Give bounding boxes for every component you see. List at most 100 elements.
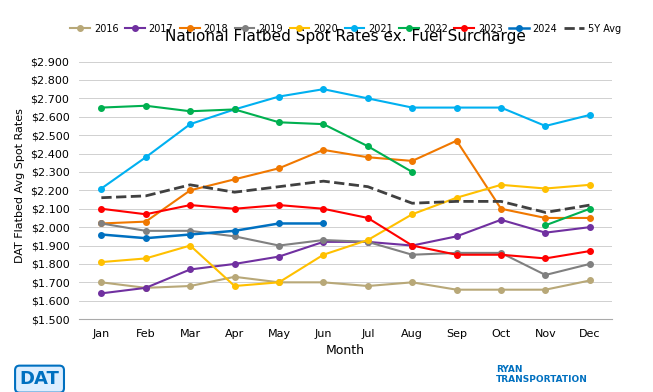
2021 <box>186 122 194 127</box>
2019 <box>364 240 372 244</box>
5Y Avg <box>142 194 150 198</box>
2017 <box>319 240 327 244</box>
2017 <box>231 261 238 266</box>
2018 <box>541 216 549 220</box>
2020 <box>408 212 416 217</box>
2016 <box>275 280 283 285</box>
2017 <box>364 240 372 244</box>
2016 <box>319 280 327 285</box>
2021 <box>142 155 150 160</box>
2021 <box>231 107 238 112</box>
Line: 2016: 2016 <box>99 274 593 292</box>
Text: RYAN
TRANSPORTATION: RYAN TRANSPORTATION <box>496 365 588 384</box>
2019 <box>541 272 549 277</box>
2017 <box>275 254 283 259</box>
2020 <box>97 260 105 265</box>
2019 <box>231 234 238 239</box>
2020 <box>275 280 283 285</box>
2019 <box>319 238 327 242</box>
2018 <box>497 207 505 211</box>
2021 <box>453 105 460 110</box>
2020 <box>453 195 460 200</box>
2023 <box>497 252 505 257</box>
Title: National Flatbed Spot Rates ex. Fuel Surcharge: National Flatbed Spot Rates ex. Fuel Sur… <box>165 29 526 44</box>
2022 <box>231 107 238 112</box>
Line: 2020: 2020 <box>99 182 593 289</box>
2023 <box>142 212 150 217</box>
2023 <box>97 207 105 211</box>
5Y Avg <box>408 201 416 205</box>
2023 <box>319 207 327 211</box>
2024 <box>186 232 194 237</box>
Line: 2018: 2018 <box>99 138 593 226</box>
2016 <box>541 287 549 292</box>
5Y Avg <box>541 210 549 215</box>
2017 <box>142 285 150 290</box>
2023 <box>408 243 416 248</box>
2019 <box>586 261 594 266</box>
2018 <box>97 221 105 226</box>
2024 <box>142 236 150 241</box>
X-axis label: Month: Month <box>326 345 365 358</box>
2024 <box>275 221 283 226</box>
5Y Avg <box>497 199 505 204</box>
5Y Avg <box>275 184 283 189</box>
2018 <box>364 155 372 160</box>
2017 <box>453 234 460 239</box>
2020 <box>541 186 549 191</box>
5Y Avg <box>364 184 372 189</box>
2023 <box>186 203 194 207</box>
Legend: 2016, 2017, 2018, 2019, 2020, 2021, 2022, 2023, 2024, 5Y Avg: 2016, 2017, 2018, 2019, 2020, 2021, 2022… <box>67 20 624 38</box>
2018 <box>275 166 283 171</box>
2022 <box>408 170 416 174</box>
Line: 2021: 2021 <box>99 86 593 191</box>
Line: 2022: 2022 <box>99 103 593 228</box>
2019 <box>497 250 505 255</box>
2022 <box>586 207 594 211</box>
2021 <box>275 94 283 99</box>
2022 <box>275 120 283 125</box>
2016 <box>186 284 194 289</box>
2023 <box>231 207 238 211</box>
2024 <box>231 229 238 233</box>
2021 <box>408 105 416 110</box>
2020 <box>319 252 327 257</box>
2023 <box>275 203 283 207</box>
2018 <box>142 219 150 224</box>
2021 <box>541 123 549 128</box>
2022 <box>186 109 194 114</box>
2017 <box>586 225 594 229</box>
2021 <box>97 186 105 191</box>
2019 <box>275 243 283 248</box>
2020 <box>364 238 372 242</box>
2020 <box>142 256 150 261</box>
Line: 2023: 2023 <box>99 202 593 261</box>
2024 <box>319 221 327 226</box>
2023 <box>453 252 460 257</box>
2018 <box>231 177 238 181</box>
2022 <box>319 122 327 127</box>
2021 <box>319 87 327 92</box>
2019 <box>453 250 460 255</box>
2019 <box>186 229 194 233</box>
2018 <box>186 188 194 193</box>
Line: 2019: 2019 <box>99 221 593 278</box>
2021 <box>364 96 372 101</box>
2019 <box>97 221 105 226</box>
5Y Avg <box>97 195 105 200</box>
5Y Avg <box>453 199 460 204</box>
2021 <box>586 113 594 117</box>
5Y Avg <box>186 183 194 187</box>
5Y Avg <box>586 203 594 207</box>
2020 <box>231 284 238 289</box>
2017 <box>97 291 105 296</box>
2016 <box>142 285 150 290</box>
Line: 2024: 2024 <box>99 221 326 241</box>
2018 <box>408 159 416 163</box>
2017 <box>186 267 194 272</box>
2016 <box>453 287 460 292</box>
2016 <box>586 278 594 283</box>
2017 <box>497 218 505 222</box>
2018 <box>453 138 460 143</box>
2016 <box>408 280 416 285</box>
